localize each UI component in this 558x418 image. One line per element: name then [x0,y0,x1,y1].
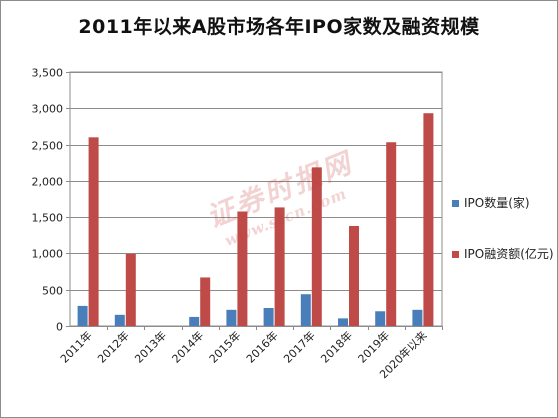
bars [77,113,434,326]
bar-ipo-amount [386,142,397,326]
x-tick-label: 2014年 [169,328,206,365]
bar-ipo-amount [88,137,99,326]
bar-ipo-count [300,294,311,326]
y-tick-label: 0 [56,321,63,334]
bar-ipo-amount [311,167,322,326]
x-tick-label: 2015年 [206,328,243,365]
bar-ipo-count [189,316,200,326]
x-tick-label: 2018年 [318,328,355,365]
legend-label-amount: IPO融资额(亿元) [464,247,554,261]
x-tick-label: 2016年 [243,328,280,365]
bar-ipo-amount [237,211,248,326]
bar-ipo-count [226,309,237,326]
legend-label-count: IPO数量(家) [464,196,530,210]
bar-ipo-count [412,309,423,326]
bar-ipo-amount [200,277,211,326]
y-tick-label: 3,000 [32,103,64,116]
y-tick-label: 3,500 [32,67,64,80]
bar-ipo-amount [274,207,285,326]
bar-ipo-count [263,308,274,326]
x-tick-label: 2012年 [94,328,131,365]
bar-ipo-count [77,305,88,326]
bar-ipo-count [114,314,125,326]
x-tick-label: 2019年 [355,328,392,365]
gridlines [69,71,443,327]
bar-ipo-count [338,318,348,326]
x-tick-label: 2017年 [280,328,317,365]
legend-swatch-amount [452,251,459,258]
chart-title: 2011年以来A股市场各年IPO家数及融资规模 [78,16,480,38]
bar-ipo-amount [125,253,136,326]
bar-ipo-amount [349,225,359,326]
y-tick-label: 1,000 [32,248,64,261]
bar-ipo-count [375,311,386,326]
x-tick-label: 2013年 [132,328,169,365]
y-tick-label: 2,500 [32,140,64,153]
x-tick-label: 2011年 [57,328,94,365]
bar-ipo-amount [423,113,434,326]
y-tick-label: 500 [42,285,63,298]
y-tick-label: 1,500 [32,212,64,225]
legend-swatch-count [452,200,459,207]
y-tick-label: 2,000 [32,176,64,189]
